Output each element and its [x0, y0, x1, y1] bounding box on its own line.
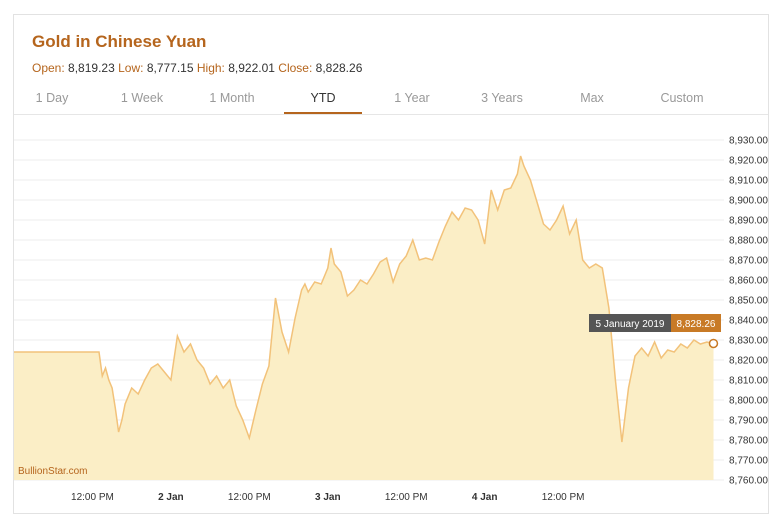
- y-axis: 8,760.00 8,770.00 8,780.00 8,790.00 8,800.00…: [729, 136, 768, 487]
- y-tick-label: 8,810.00: [729, 376, 768, 387]
- x-tick-label: 12:00 PM: [228, 492, 271, 503]
- y-tick-label: 8,780.00: [729, 436, 768, 447]
- tooltip-value: 8,828.26: [677, 319, 716, 330]
- watermark: BullionStar.com: [18, 466, 87, 477]
- close-label: Close:: [278, 61, 313, 75]
- y-tick-label: 8,880.00: [729, 236, 768, 247]
- x-axis: 12:00 PM 2 Jan 12:00 PM 3 Jan 12:00 PM 4 Jan 1…: [71, 492, 584, 503]
- price-line: [14, 155, 714, 443]
- y-tick-label: 8,840.00: [729, 316, 768, 327]
- y-tick-label: 8,930.00: [729, 136, 768, 147]
- tooltip-date-box: [589, 314, 671, 332]
- y-tick-label: 8,800.00: [729, 396, 768, 407]
- ohlc-summary: Open: 8,819.23 Low: 8,777.15 High: 8,922…: [32, 61, 362, 75]
- low-label: Low:: [118, 61, 144, 75]
- y-tick-label: 8,820.00: [729, 356, 768, 367]
- tab-3-years[interactable]: 3 Years: [481, 91, 523, 105]
- y-tick-label: 8,900.00: [729, 196, 768, 207]
- tab-1-day[interactable]: 1 Day: [35, 91, 69, 105]
- y-tick-label: 8,920.00: [729, 156, 768, 167]
- x-tick-label: 2 Jan: [158, 492, 184, 503]
- high-value: 8,922.01: [228, 61, 275, 75]
- chart-panel: [13, 14, 769, 514]
- x-tick-label: 12:00 PM: [542, 492, 585, 503]
- x-tick-label: 3 Jan: [315, 492, 341, 503]
- y-tick-label: 8,760.00: [729, 476, 768, 487]
- high-label: High:: [196, 61, 225, 75]
- y-tick-label: 8,850.00: [729, 296, 768, 307]
- tab-1-year[interactable]: 1 Year: [394, 91, 430, 105]
- tab-1-week[interactable]: 1 Week: [120, 91, 164, 105]
- tab-ytd[interactable]: YTD: [284, 86, 362, 114]
- current-price-marker: [708, 338, 719, 349]
- tab-custom[interactable]: Custom: [660, 91, 704, 105]
- y-tick-label: 8,870.00: [729, 256, 768, 267]
- x-tick-label: 4 Jan: [472, 492, 498, 503]
- price-tooltip: 5 January 2019 8,828.26: [589, 314, 721, 332]
- tooltip-value-box: [671, 314, 721, 332]
- low-value: 8,777.15: [146, 61, 194, 75]
- open-value: 8,819.23: [68, 61, 115, 75]
- y-tick-label: 8,860.00: [729, 276, 768, 287]
- price-area-fill: [14, 156, 714, 480]
- y-tick-label: 8,910.00: [729, 176, 768, 187]
- tab-max[interactable]: Max: [580, 91, 604, 105]
- y-tick-label: 8,890.00: [729, 216, 768, 227]
- range-tabs: 1 Day 1 Week 1 Month YTD 1 Year 3 Years …: [14, 86, 768, 114]
- tabs-divider: [14, 114, 768, 115]
- y-tick-label: 8,770.00: [729, 456, 768, 467]
- y-tick-label: 8,790.00: [729, 416, 768, 427]
- x-tick-label: 12:00 PM: [385, 492, 428, 503]
- tooltip-date: 5 January 2019: [596, 319, 665, 330]
- y-tick-label: 8,830.00: [729, 336, 768, 347]
- open-label: Open:: [32, 61, 65, 75]
- x-tick-label: 12:00 PM: [71, 492, 114, 503]
- chart-title: Gold in Chinese Yuan: [32, 32, 207, 51]
- tab-1-month[interactable]: 1 Month: [209, 91, 255, 105]
- close-value: 8,828.26: [315, 61, 363, 75]
